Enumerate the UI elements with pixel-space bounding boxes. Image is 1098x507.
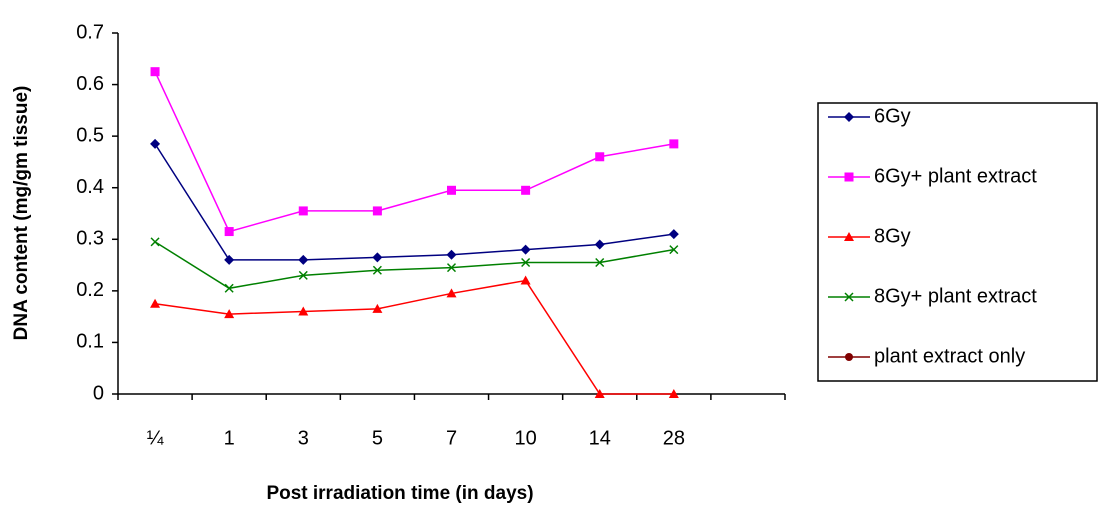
x-tick-label: 1: [224, 427, 235, 449]
data-point: [224, 309, 235, 319]
legend-label: plant extract only: [874, 345, 1025, 367]
data-point: [224, 283, 234, 293]
data-point: [372, 303, 383, 313]
data-point: [372, 252, 383, 263]
data-point: [520, 244, 531, 255]
series-line: [154, 241, 674, 290]
y-tick-label: 0.4: [76, 176, 104, 198]
legend-marker: [844, 112, 854, 122]
series-line: [154, 71, 674, 233]
y-tick-label: 0.6: [76, 73, 104, 95]
data-point: [446, 263, 457, 273]
data-point: [668, 389, 679, 398]
data-point: [669, 139, 679, 149]
legend-box: [817, 102, 1098, 382]
y-tick-label: 0.1: [76, 331, 104, 353]
data-point: [224, 254, 235, 265]
x-tick-label: 3: [298, 427, 309, 449]
y-tick-label: 0: [93, 382, 104, 404]
y-tick-label: 0.7: [76, 21, 104, 43]
legend-label: 8Gy: [874, 225, 911, 247]
legend-label: 6Gy+ plant extract: [874, 165, 1037, 187]
data-point: [298, 270, 308, 280]
data-point: [298, 254, 309, 265]
data-point: [447, 185, 456, 195]
legend-marker: [844, 172, 854, 182]
data-point: [150, 237, 160, 247]
legend-marker: [844, 232, 854, 241]
data-point: [372, 265, 382, 275]
data-point: [446, 288, 457, 298]
data-point: [224, 227, 234, 237]
y-axis-title: DNA content (mg/gm tissue): [11, 86, 32, 341]
x-tick-label: 14: [589, 427, 611, 449]
x-axis-title: Post irradiation time (in days): [266, 483, 533, 504]
legend-marker: [845, 353, 853, 361]
data-point: [446, 249, 457, 260]
data-point: [150, 67, 160, 77]
data-point: [298, 206, 308, 216]
data-point: [150, 298, 161, 308]
data-point: [150, 138, 161, 149]
x-tick-label: 5: [372, 427, 383, 449]
data-point: [594, 239, 605, 250]
x-tick-label: 7: [446, 427, 457, 449]
x-tick-label: 10: [514, 427, 536, 449]
series-line: [154, 143, 674, 261]
y-tick-label: 0.2: [76, 279, 104, 301]
legend-marker: [844, 292, 854, 302]
x-tick-label: ¼: [147, 427, 164, 449]
data-point: [595, 152, 605, 162]
data-point: [521, 185, 531, 195]
legend-label: 8Gy+ plant extract: [874, 285, 1037, 307]
series-line: [154, 279, 674, 395]
data-point: [595, 257, 605, 268]
data-point: [668, 229, 679, 240]
x-tick-label: 28: [663, 427, 685, 449]
y-tick-label: 0.5: [76, 124, 104, 146]
data-point: [521, 257, 531, 268]
data-point: [520, 275, 531, 285]
data-point: [298, 306, 309, 316]
data-point: [594, 389, 605, 398]
data-point: [669, 245, 679, 255]
legend-label: 6Gy: [874, 105, 911, 127]
y-tick-label: 0.3: [76, 228, 104, 250]
data-point: [372, 206, 382, 216]
